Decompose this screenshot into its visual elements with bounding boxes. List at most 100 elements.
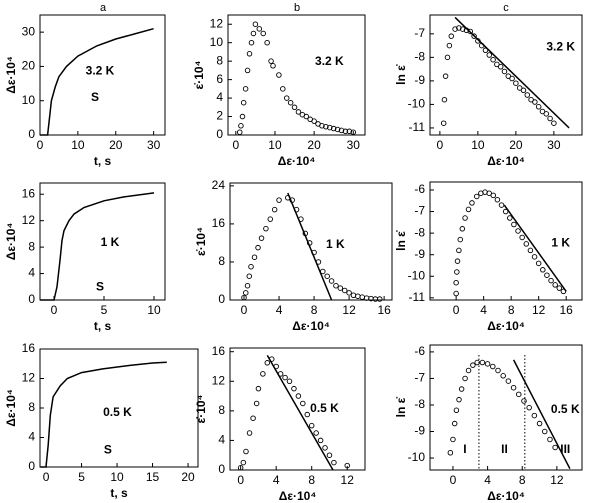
y-tick-label: 0 [216,127,223,141]
data-point [330,125,337,132]
annotation: 1 K [551,236,570,250]
y-tick-label: 4 [28,266,35,280]
x-tick-label: 4 [480,303,487,317]
data-point [490,56,496,63]
data-point [547,115,553,122]
data-point [498,202,505,208]
data-point [248,39,255,46]
data-point [244,67,251,74]
x-tick-label: 12 [341,473,355,487]
x-tick-label: 8 [308,473,315,487]
data-point [465,367,472,374]
x-tick-label: 0 [241,303,248,317]
data-point [311,118,317,124]
x-tick-label: 0 [51,303,58,317]
y-tick-label: -11 [409,120,426,134]
data-point [255,244,261,251]
annotation: 0.5 K [103,405,132,419]
data-point [287,99,294,106]
y-tick-label: 4 [28,430,35,444]
x-tick-label: 30 [547,138,561,152]
data-point [494,61,500,68]
data-point [459,26,466,32]
data-point [252,21,259,27]
data-point [544,272,550,278]
data-point [350,129,357,135]
y-tick-label: 12 [212,373,226,387]
y-axis-label: ln ε̇ [394,230,408,251]
data-point [246,430,253,436]
data-point [505,378,512,384]
data-point [248,263,254,270]
y-tick-label: -8 [414,397,425,411]
data-point [470,362,476,368]
data-point [452,26,458,32]
data-point [241,294,247,301]
data-point [532,99,538,105]
data-point [513,80,519,86]
x-tick-label: 0 [450,473,457,487]
data-point [490,192,497,199]
annotation: I [463,442,466,456]
annotation: S [104,443,112,457]
data-point [328,278,335,284]
data-point [456,396,462,403]
y-tick-label: 12 [210,16,224,30]
y-tick-label: 8 [218,403,225,417]
data-point [256,26,263,32]
data-point [458,386,465,392]
y-tick-label: 10 [210,35,224,49]
data-point [524,92,531,98]
plot-frame [227,14,366,136]
x-tick-label: 0 [37,138,44,152]
y-axis-label: Δε·10⁴ [4,56,18,94]
y-tick-label: 16 [22,186,36,200]
x-tick-label: 16 [377,303,391,317]
data-point [535,104,542,110]
data-point [346,290,352,296]
data-point [372,296,379,302]
data-point [359,294,365,300]
data-point [251,254,258,260]
data-point [267,216,274,222]
x-axis-label: t, s [94,319,112,333]
data-point [486,52,493,58]
data-point [450,436,456,443]
data-point [323,123,329,130]
x-tick-label: 8 [519,473,526,487]
data-point [471,33,477,39]
data-point [453,290,459,297]
plot-frame [39,14,166,136]
x-tick-label: 0 [232,138,239,152]
x-tick-label: 0 [43,470,50,484]
x-tick-label: 15 [146,470,160,484]
data-point [509,75,515,82]
data-point [264,360,271,366]
y-tick-label: -8 [414,50,425,64]
data-point [505,73,512,79]
x-tick-label: 10 [147,303,161,317]
y-tick-label: 12 [22,213,36,227]
data-point [442,73,449,79]
y-tick-label: 0 [218,462,225,476]
data-point [531,254,538,260]
data-point [515,228,521,234]
y-tick-label: -6 [414,344,425,358]
data-point [536,420,543,427]
column-label: a [100,2,107,14]
data-point [263,225,269,232]
data-point [547,436,553,443]
plot-frame [39,182,166,301]
annotation: 3.2 K [546,40,575,54]
x-tick-label: 12 [532,303,546,317]
fit-line [454,16,570,129]
y-axis-label: ε̇·10⁴ [194,227,208,256]
data-point [535,260,542,267]
x-tick-label: 20 [181,470,195,484]
annotation: 0.5 K [310,401,339,415]
data-point [237,465,244,471]
data-point [344,462,350,469]
y-tick-label: -8 [414,225,425,239]
data-point [482,47,489,54]
x-axis-label: Δε·10⁴ [278,154,316,168]
